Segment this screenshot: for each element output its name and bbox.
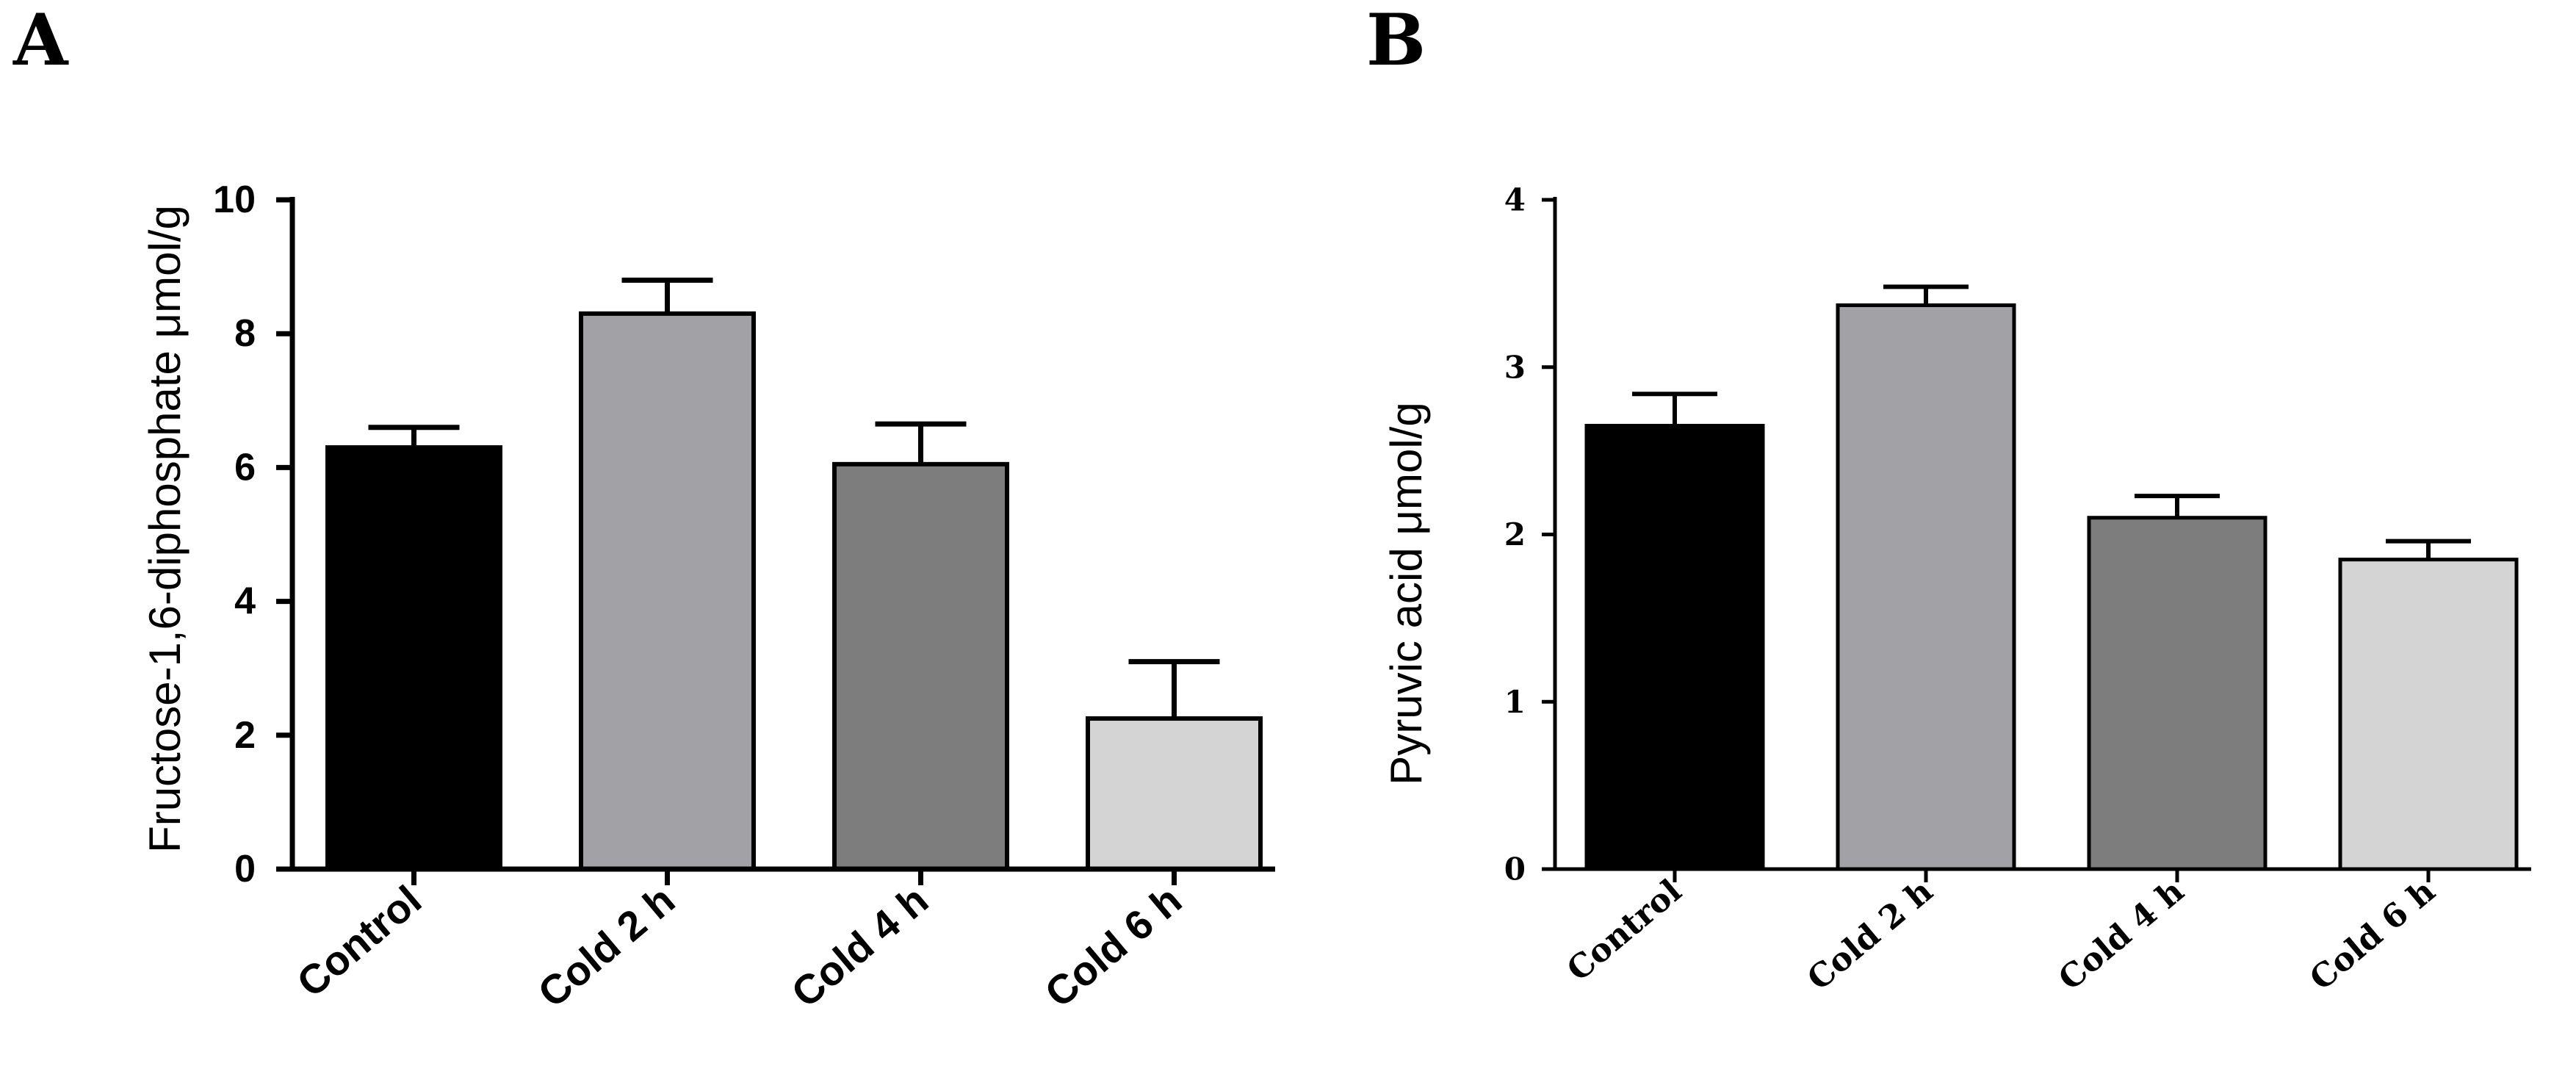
panel-b-label: B (1366, 0, 1426, 82)
panel-b-y-tick-label-0: 0 (1504, 851, 1526, 887)
panel-b-y-axis-label: Pyruvic acid μmol/g (1382, 402, 1431, 785)
panel-b-category-label-0: Control (1560, 872, 1689, 989)
panel-a-y-axis-label: Fructose-1,6-diphosphate μmol/g (140, 205, 190, 853)
panel-a-y-tick-label-0: 0 (234, 848, 256, 890)
panel-a-category-label-2: Cold 4 h (783, 876, 937, 1016)
panel-a-bar-1 (579, 311, 756, 871)
panel-a-bar-3 (1086, 716, 1263, 872)
panel-a-label: A (12, 0, 69, 82)
panel-b-y-tick-label-1: 1 (1504, 684, 1526, 720)
panel-b-chart: B Pyruvic acid μmol/g Control Cold 2 h Col… (1366, 0, 2531, 998)
panel-a-y-tick-label-4: 8 (234, 312, 256, 355)
panel-b-bar-2 (2087, 516, 2267, 871)
panel-a-category-label-3: Cold 6 h (1036, 876, 1191, 1016)
panel-a-y-tick-label-5: 10 (213, 179, 256, 221)
panel-a-chart: A Fructose-1,6-diphosphate μmol/g Contro… (12, 0, 1275, 1016)
panel-a-y-tick-label-2: 4 (234, 580, 256, 623)
panel-a-bar-0 (325, 445, 502, 871)
panel-b-bar-3 (2338, 558, 2519, 871)
panel-a-y-tick-label-1: 2 (234, 714, 256, 757)
panel-a-category-label-0: Control (288, 876, 430, 1006)
panel-a-bar-2 (832, 461, 1009, 871)
panel-b-category-label-2: Cold 4 h (2052, 872, 2191, 998)
panel-b-bar-0 (1584, 423, 1765, 871)
panel-b-category-label-1: Cold 2 h (1800, 872, 1940, 998)
panel-b-y-tick-label-2: 2 (1504, 516, 1526, 552)
panel-b-category-label-3: Cold 6 h (2303, 872, 2442, 998)
panel-b-bar-1 (1836, 303, 2016, 871)
panel-a-category-label-1: Cold 2 h (530, 876, 684, 1016)
panel-b-y-tick-label-3: 3 (1504, 349, 1526, 385)
panel-b-y-tick-label-4: 4 (1504, 182, 1526, 218)
panel-a-y-tick-label-3: 6 (234, 446, 256, 489)
